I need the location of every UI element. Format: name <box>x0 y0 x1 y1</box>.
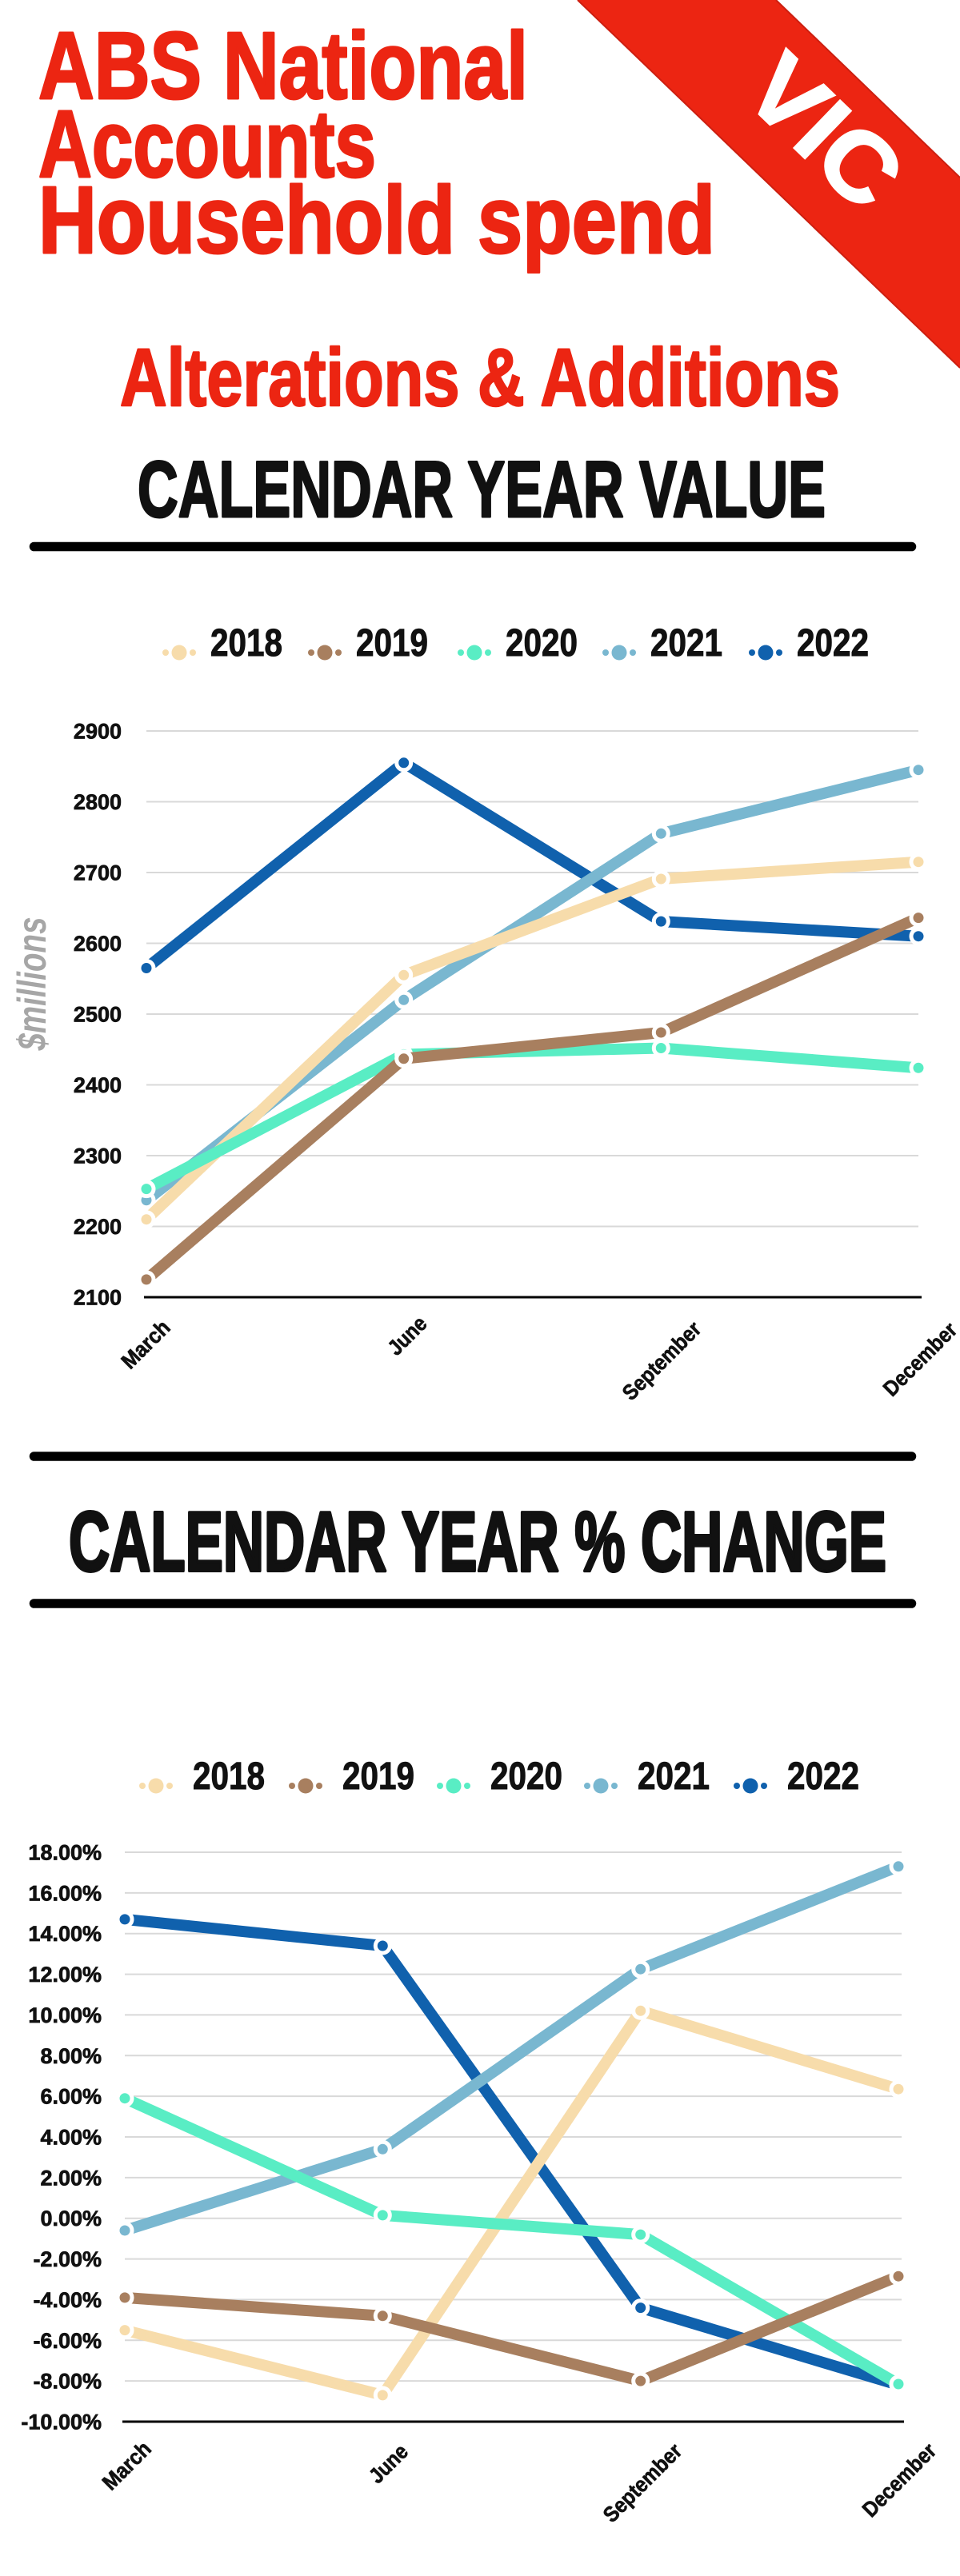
svg-text:-6.00%: -6.00% <box>33 2329 102 2353</box>
svg-text:12.00%: 12.00% <box>28 1963 102 1987</box>
svg-text:2800: 2800 <box>74 790 122 814</box>
svg-text:2018: 2018 <box>210 622 282 665</box>
svg-text:2200: 2200 <box>74 1215 122 1239</box>
svg-text:10.00%: 10.00% <box>28 2003 102 2027</box>
svg-text:14.00%: 14.00% <box>28 1922 102 1946</box>
svg-text:2500: 2500 <box>74 1003 122 1027</box>
svg-text:-8.00%: -8.00% <box>33 2370 102 2394</box>
svg-text:2022: 2022 <box>797 622 869 665</box>
svg-text:2100: 2100 <box>74 1286 122 1310</box>
svg-text:$millions: $millions <box>10 917 54 1052</box>
svg-text:2021: 2021 <box>650 622 722 665</box>
svg-text:2020: 2020 <box>490 1755 562 1798</box>
svg-text:8.00%: 8.00% <box>40 2044 102 2068</box>
svg-text:2700: 2700 <box>74 861 122 885</box>
svg-text:-10.00%: -10.00% <box>21 2410 102 2434</box>
svg-text:-2.00%: -2.00% <box>33 2247 102 2271</box>
svg-text:Alterations & Additions: Alterations & Additions <box>120 332 840 423</box>
svg-text:2300: 2300 <box>74 1144 122 1168</box>
svg-text:CALENDAR YEAR % CHANGE: CALENDAR YEAR % CHANGE <box>69 1495 886 1589</box>
svg-text:2400: 2400 <box>74 1073 122 1097</box>
svg-text:2.00%: 2.00% <box>40 2166 102 2190</box>
svg-text:Household spend: Household spend <box>38 167 715 274</box>
svg-text:2021: 2021 <box>638 1755 710 1798</box>
svg-text:-4.00%: -4.00% <box>33 2288 102 2312</box>
svg-text:6.00%: 6.00% <box>40 2085 102 2109</box>
svg-text:0.00%: 0.00% <box>40 2207 102 2231</box>
svg-text:ABS National: ABS National <box>38 13 528 119</box>
svg-text:CALENDAR YEAR VALUE: CALENDAR YEAR VALUE <box>138 445 826 533</box>
svg-text:2022: 2022 <box>787 1755 859 1798</box>
svg-text:4.00%: 4.00% <box>40 2126 102 2150</box>
svg-text:16.00%: 16.00% <box>28 1881 102 1905</box>
svg-text:2600: 2600 <box>74 932 122 956</box>
svg-text:2900: 2900 <box>74 720 122 744</box>
svg-text:2019: 2019 <box>356 622 428 665</box>
svg-text:2018: 2018 <box>193 1755 265 1798</box>
svg-text:18.00%: 18.00% <box>28 1841 102 1865</box>
svg-text:2020: 2020 <box>506 622 578 665</box>
svg-text:Accounts: Accounts <box>38 91 376 198</box>
svg-text:2019: 2019 <box>342 1755 414 1798</box>
